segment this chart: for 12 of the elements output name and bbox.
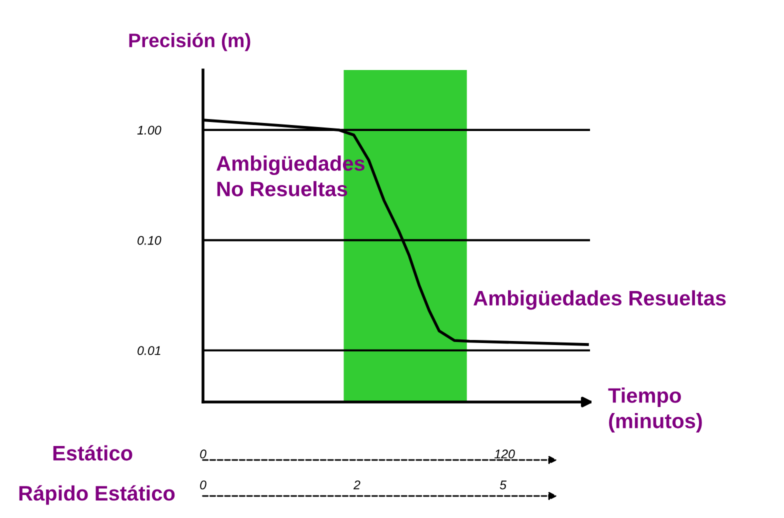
- y-tick-label: 1.00: [137, 126, 162, 135]
- x-axis-title: Tiempo (minutos): [608, 388, 702, 432]
- annotation: Ambigüedades Resueltas: [474, 290, 726, 310]
- text: Estático: [53, 445, 132, 461]
- text: 0: [200, 480, 206, 490]
- y-tick-label: 0.10: [138, 236, 162, 245]
- text: Rápido Estático: [19, 485, 175, 505]
- text: 2: [353, 480, 360, 490]
- x-tick-label: 120: [494, 450, 515, 458]
- y-tick-label: 0.01: [138, 346, 160, 356]
- text: 5: [500, 480, 507, 490]
- chart-title: Precisión (m): [129, 32, 250, 52]
